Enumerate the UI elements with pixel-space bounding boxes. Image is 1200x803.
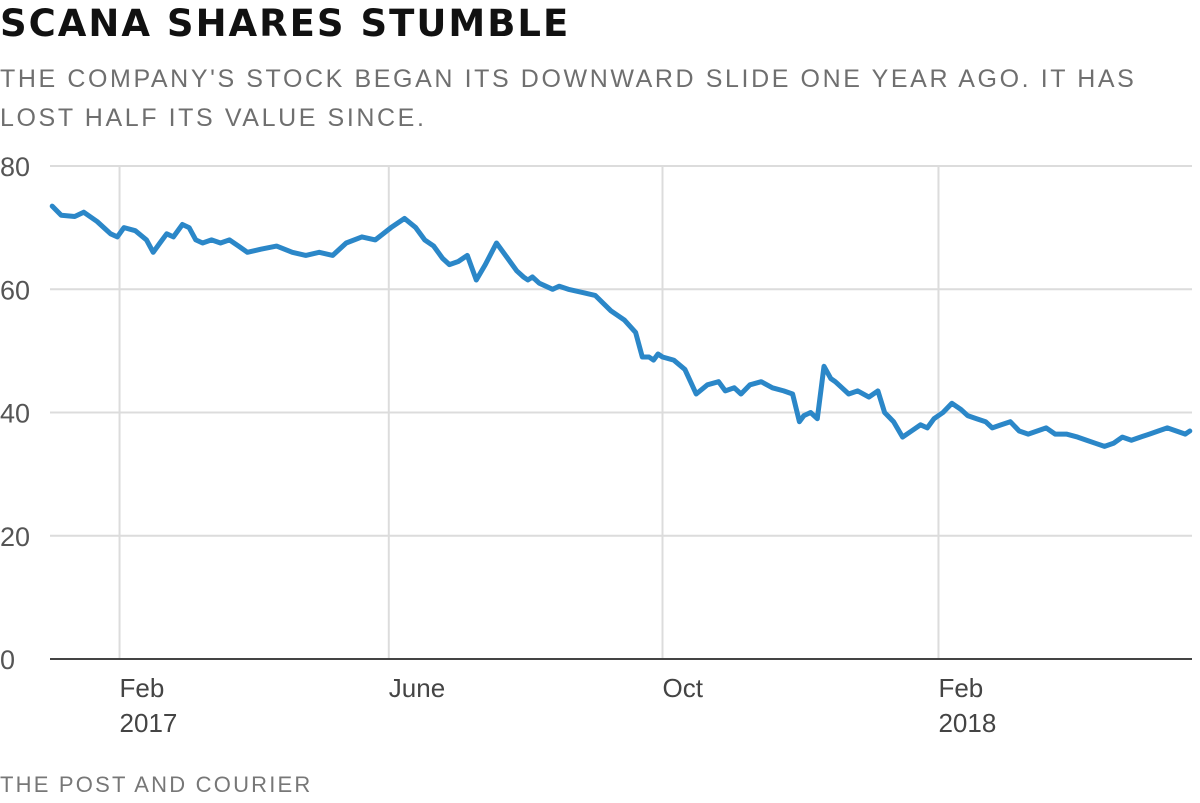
series-line-scana	[49, 203, 1193, 449]
y-tick-label: 60	[0, 275, 30, 305]
y-tick-label: 80	[0, 152, 30, 182]
x-tick-year-label: 2017	[120, 708, 178, 738]
chart-subtitle: THE COMPANY'S STOCK BEGAN ITS DOWNWARD S…	[0, 65, 1137, 132]
x-tick-label: Feb	[120, 673, 165, 703]
chart-title: SCANA SHARES STUMBLE	[0, 2, 571, 45]
x-tick-label: Feb	[938, 673, 983, 703]
x-tick-label: June	[389, 673, 445, 703]
x-tick-label: Oct	[663, 673, 704, 703]
y-tick-label: 0	[0, 645, 15, 675]
y-tick-label: 40	[0, 399, 30, 429]
gridlines	[50, 165, 1192, 659]
y-tick-label: 20	[0, 522, 30, 552]
source-credit: THE POST AND COURIER	[0, 772, 313, 797]
y-axis: 0 20 40 60 80	[0, 152, 30, 675]
x-axis: Feb 2017 June Oct Feb 2018	[50, 658, 1192, 738]
x-tick-year-label: 2018	[938, 708, 996, 738]
series-lines	[49, 203, 1193, 449]
